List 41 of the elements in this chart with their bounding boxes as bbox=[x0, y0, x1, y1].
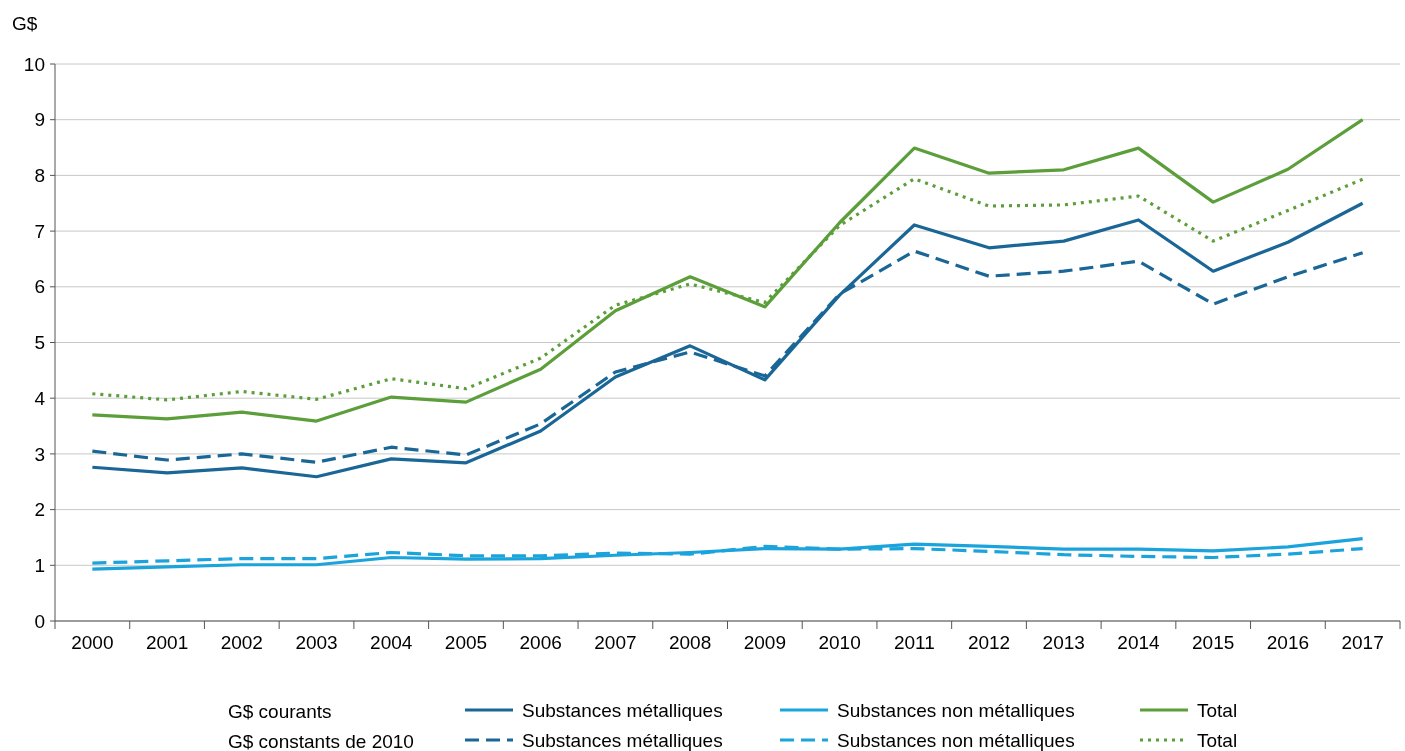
x-tick-label: 2004 bbox=[370, 632, 413, 653]
x-tick-label: 2015 bbox=[1192, 632, 1235, 653]
x-tick-label: 2010 bbox=[818, 632, 861, 653]
y-tick-label: 9 bbox=[34, 109, 45, 131]
y-tick-label: 7 bbox=[34, 220, 45, 242]
line-series bbox=[90, 118, 1365, 423]
legend-label: Total bbox=[1197, 729, 1238, 751]
x-tick-label: 2016 bbox=[1266, 632, 1310, 653]
y-axis-title: G$ bbox=[12, 13, 38, 34]
text: G$ courants bbox=[228, 701, 332, 722]
x-tick-label: 2002 bbox=[220, 632, 263, 653]
y-tick-label: 4 bbox=[34, 387, 46, 409]
y-tick-label: 10 bbox=[23, 53, 45, 75]
x-tick-label: 2006 bbox=[519, 632, 562, 653]
x-tick-label: 2005 bbox=[444, 632, 488, 653]
legend-label: Total bbox=[1197, 699, 1238, 721]
legend-label: Substances métalliques bbox=[522, 699, 723, 721]
x-tick-label: 2009 bbox=[743, 632, 786, 653]
x-tick-label: 2013 bbox=[1042, 632, 1085, 653]
legend-label: Substances métalliques bbox=[522, 729, 723, 751]
line-series bbox=[90, 536, 1365, 571]
legend-label: Substances non métalliques bbox=[837, 729, 1075, 751]
text: G$ constants de 2010 bbox=[228, 731, 414, 751]
x-tick-label: 2011 bbox=[893, 632, 935, 653]
x-tick-label: 2001 bbox=[145, 632, 189, 653]
x-tick-label: 2017 bbox=[1341, 632, 1384, 653]
x-tick-label: 2014 bbox=[1117, 632, 1161, 653]
y-tick-label: 6 bbox=[34, 276, 45, 298]
y-tick-label: 3 bbox=[34, 443, 45, 465]
x-tick-label: 2000 bbox=[71, 632, 114, 653]
x-tick-label: 2007 bbox=[594, 632, 637, 653]
legend-label: Substances non métalliques bbox=[837, 699, 1075, 721]
y-tick-label: 1 bbox=[34, 554, 45, 576]
x-tick-label: 2003 bbox=[295, 632, 338, 653]
y-tick-label: 2 bbox=[34, 499, 45, 521]
line-series bbox=[90, 201, 1365, 479]
x-tick-label: 2008 bbox=[669, 632, 712, 653]
x-tick-label: 2012 bbox=[967, 632, 1011, 653]
y-tick-label: 0 bbox=[34, 610, 45, 632]
y-tick-label: 8 bbox=[34, 165, 45, 187]
y-tick-label: 5 bbox=[34, 332, 45, 354]
